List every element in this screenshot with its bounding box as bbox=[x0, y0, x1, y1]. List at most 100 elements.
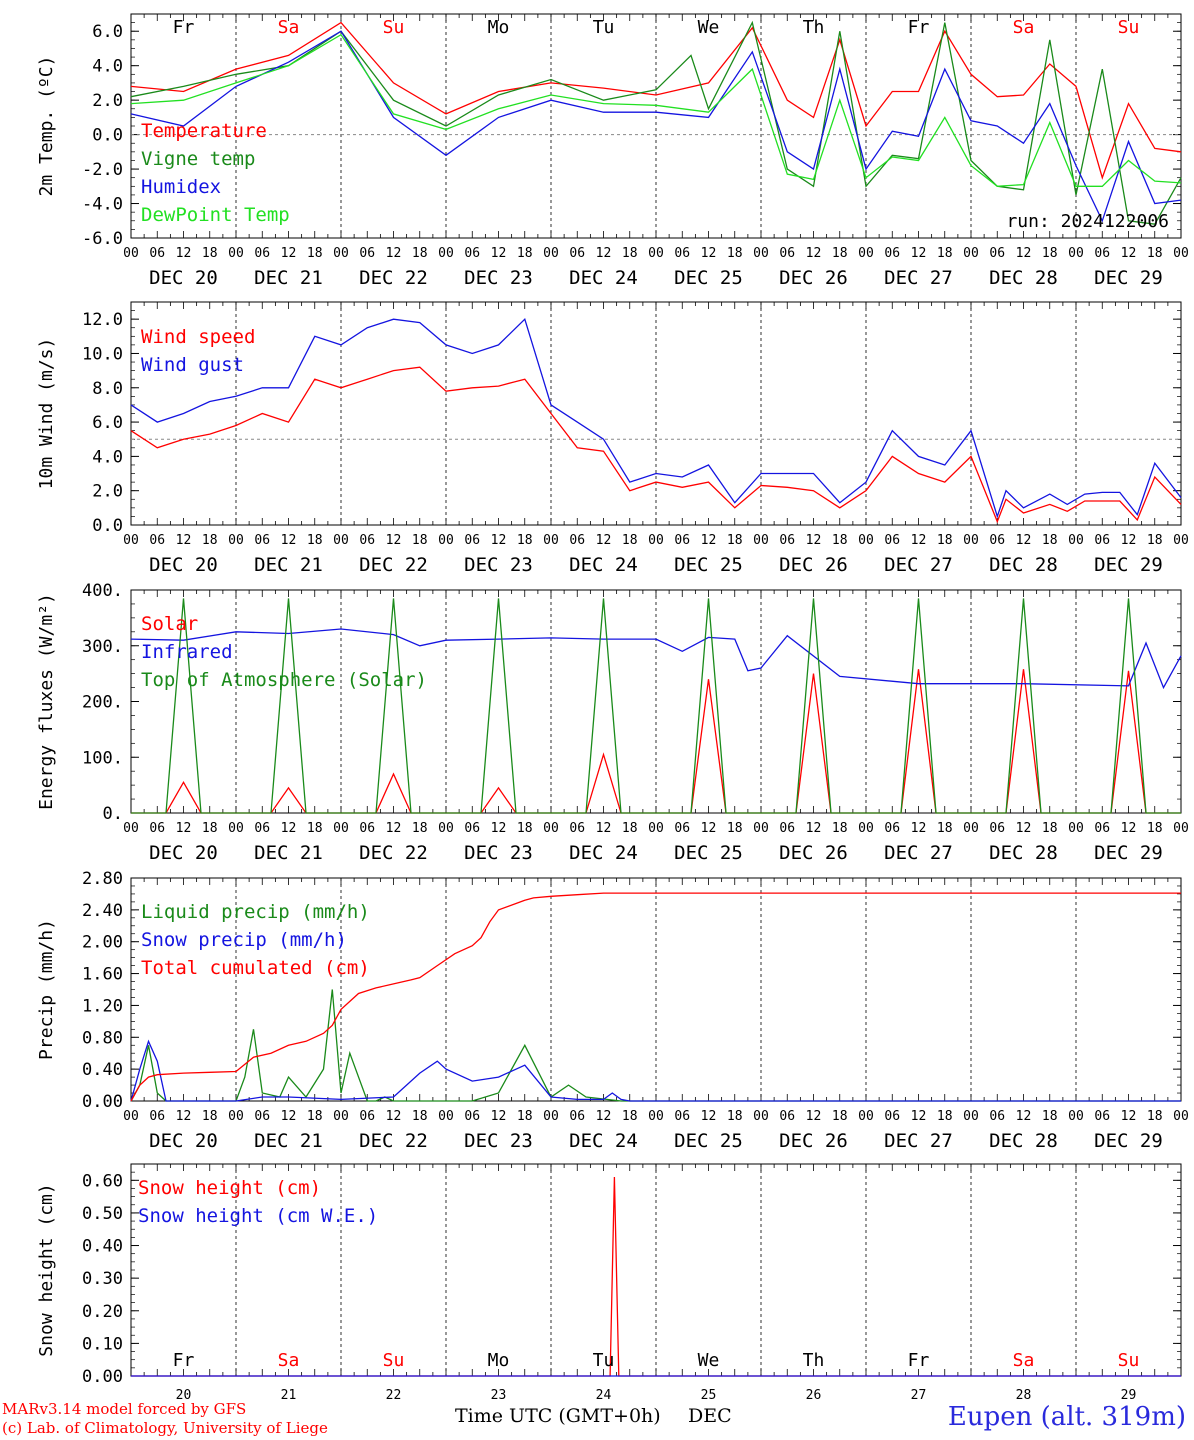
date-label: DEC 26 bbox=[779, 842, 848, 864]
hour-label: 18 bbox=[517, 246, 533, 261]
date-label: DEC 27 bbox=[884, 842, 953, 864]
day-number-label: 28 bbox=[1016, 1388, 1032, 1403]
hour-label: 00 bbox=[228, 821, 244, 836]
y-tick-label: 0.20 bbox=[82, 1302, 123, 1322]
hour-label: 18 bbox=[307, 246, 323, 261]
hour-label: 00 bbox=[438, 1109, 454, 1124]
hour-label: 06 bbox=[149, 821, 165, 836]
weekday-label: Su bbox=[1118, 1350, 1140, 1371]
legend-entry: Vigne temp bbox=[141, 148, 255, 170]
y-axis-label: 2m Temp. (ºC) bbox=[36, 56, 57, 197]
date-label: DEC 25 bbox=[674, 1130, 743, 1152]
date-label: DEC 22 bbox=[359, 267, 428, 289]
hour-label: 12 bbox=[701, 533, 717, 548]
y-tick-label: 6.0 bbox=[92, 22, 123, 42]
hour-label: 18 bbox=[1147, 1109, 1163, 1124]
hour-label: 18 bbox=[832, 1109, 848, 1124]
hour-label: 18 bbox=[622, 821, 638, 836]
legend-entry: DewPoint Temp bbox=[141, 204, 290, 226]
hour-label: 12 bbox=[491, 821, 507, 836]
legend-entry: Temperature bbox=[141, 120, 267, 142]
weekday-label: Fr bbox=[173, 17, 195, 38]
hour-label: 18 bbox=[832, 821, 848, 836]
hour-label: 06 bbox=[1094, 1109, 1110, 1124]
hour-label: 12 bbox=[281, 533, 297, 548]
y-tick-label: 0.10 bbox=[82, 1334, 123, 1354]
hour-label: 06 bbox=[464, 533, 480, 548]
weekday-label: Fr bbox=[908, 17, 930, 38]
legend-entry: Infrared bbox=[141, 641, 233, 663]
weekday-label: Su bbox=[1118, 17, 1140, 38]
date-label: DEC 21 bbox=[254, 842, 323, 864]
day-number-label: 26 bbox=[806, 1388, 822, 1403]
series-blue-line bbox=[130, 317, 1182, 519]
hour-label: 00 bbox=[858, 533, 874, 548]
hour-label: 18 bbox=[1147, 246, 1163, 261]
hour-label: 12 bbox=[1121, 1109, 1137, 1124]
hour-label: 06 bbox=[674, 246, 690, 261]
y-tick-label: 0.00 bbox=[82, 1092, 123, 1112]
date-label: DEC 24 bbox=[569, 1130, 638, 1152]
date-label: DEC 28 bbox=[989, 554, 1058, 576]
day-number-label: 29 bbox=[1121, 1388, 1137, 1403]
hour-label: 00 bbox=[543, 1109, 559, 1124]
hour-label: 18 bbox=[202, 821, 218, 836]
series-blue-line bbox=[130, 628, 1182, 690]
date-label: DEC 28 bbox=[989, 267, 1058, 289]
y-tick-label: 2.00 bbox=[82, 933, 123, 953]
y-axis-label: Energy fluxes (W/m²) bbox=[36, 593, 57, 810]
y-axis-label: 10m Wind (m/s) bbox=[36, 338, 57, 490]
hour-label: 12 bbox=[806, 533, 822, 548]
hour-label: 00 bbox=[228, 533, 244, 548]
hour-label: 06 bbox=[989, 821, 1005, 836]
hour-label: 00 bbox=[1173, 1109, 1189, 1124]
hour-label: 18 bbox=[307, 1109, 323, 1124]
y-tick-label: 100. bbox=[82, 748, 123, 768]
date-label: DEC 23 bbox=[464, 267, 533, 289]
hour-label: 00 bbox=[1068, 246, 1084, 261]
legend-entry: Humidex bbox=[141, 176, 221, 198]
date-label: DEC 21 bbox=[254, 1130, 323, 1152]
hour-label: 06 bbox=[464, 821, 480, 836]
date-label: DEC 23 bbox=[464, 1130, 533, 1152]
series-red-line bbox=[130, 892, 1181, 1102]
hour-label: 06 bbox=[884, 533, 900, 548]
y-tick-label: 0.50 bbox=[82, 1204, 123, 1224]
hour-label: 00 bbox=[333, 821, 349, 836]
hour-label: 06 bbox=[569, 246, 585, 261]
hour-label: 06 bbox=[1094, 533, 1110, 548]
hour-label: 18 bbox=[1042, 1109, 1058, 1124]
panel-2 bbox=[130, 301, 1182, 526]
weekday-label: Su bbox=[383, 1350, 405, 1371]
y-tick-label: 8.0 bbox=[92, 379, 123, 399]
hour-label: 06 bbox=[884, 246, 900, 261]
day-number-label: 22 bbox=[386, 1388, 402, 1403]
hour-label: 12 bbox=[491, 533, 507, 548]
hour-label: 00 bbox=[123, 246, 139, 261]
hour-label: 12 bbox=[701, 246, 717, 261]
hour-label: 06 bbox=[254, 533, 270, 548]
hour-label: 12 bbox=[596, 1109, 612, 1124]
panel-4 bbox=[130, 877, 1182, 1102]
hour-label: 00 bbox=[438, 821, 454, 836]
y-tick-label: 0.40 bbox=[82, 1060, 123, 1080]
day-number-label: 25 bbox=[701, 1388, 717, 1403]
hour-label: 00 bbox=[333, 533, 349, 548]
hour-label: 00 bbox=[648, 246, 664, 261]
y-tick-label: 1.20 bbox=[82, 996, 123, 1016]
hour-label: 12 bbox=[806, 821, 822, 836]
hour-label: 00 bbox=[753, 533, 769, 548]
weekday-label: Sa bbox=[278, 1350, 300, 1371]
hour-label: 12 bbox=[386, 1109, 402, 1124]
hour-label: 12 bbox=[1121, 246, 1137, 261]
date-label: DEC 20 bbox=[149, 842, 218, 864]
series-green-line bbox=[131, 598, 1181, 814]
date-label: DEC 24 bbox=[569, 842, 638, 864]
hour-label: 00 bbox=[123, 821, 139, 836]
x-axis-month: DEC bbox=[688, 1405, 732, 1427]
run-label: run: 2024122006 bbox=[1006, 211, 1169, 232]
hour-label: 00 bbox=[543, 246, 559, 261]
day-number-label: 21 bbox=[281, 1388, 297, 1403]
panel-3 bbox=[130, 589, 1182, 814]
date-label: DEC 20 bbox=[149, 267, 218, 289]
